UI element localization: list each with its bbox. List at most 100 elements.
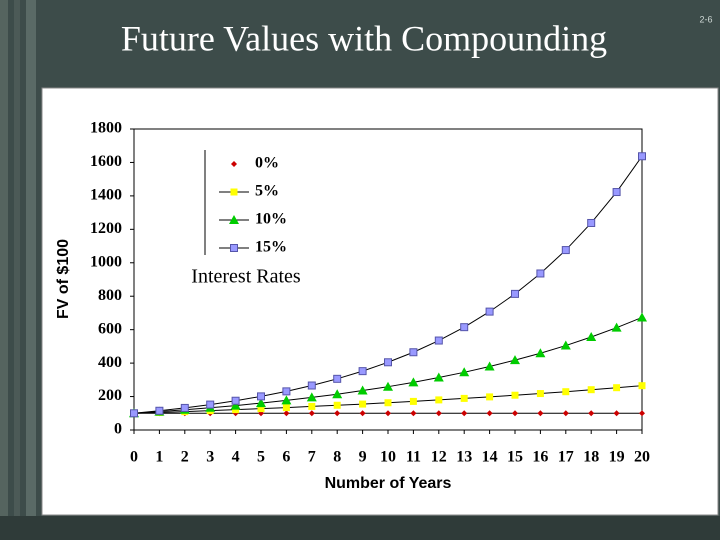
x-tick-label: 10: [380, 449, 396, 466]
marker: [537, 410, 544, 417]
marker: [433, 372, 444, 382]
x-tick-label: 16: [532, 449, 548, 466]
x-tick-label: 5: [257, 449, 265, 466]
marker: [231, 396, 240, 405]
marker: [612, 188, 621, 197]
x-tick-label: 18: [583, 449, 599, 466]
x-tick-label: 19: [609, 449, 625, 466]
y-tick-label: 1400: [90, 187, 122, 204]
marker: [130, 409, 138, 418]
legend-label: 5%: [255, 183, 279, 200]
y-tick-label: 400: [98, 354, 122, 371]
marker: [410, 410, 417, 417]
marker: [561, 246, 570, 255]
marker: [486, 410, 493, 417]
marker: [409, 348, 418, 357]
y-tick-label: 1200: [90, 220, 122, 237]
x-tick-label: 9: [359, 449, 367, 466]
y-tick-label: 600: [98, 320, 122, 337]
marker: [536, 390, 544, 398]
x-tick-label: 7: [308, 449, 316, 466]
chart-area: [41, 87, 719, 516]
marker: [588, 410, 595, 417]
marker: [281, 395, 292, 405]
x-tick-label: 20: [634, 449, 650, 466]
marker: [308, 402, 316, 410]
y-tick-label: 200: [98, 387, 122, 404]
marker: [206, 400, 215, 409]
x-tick-label: 15: [507, 449, 523, 466]
marker: [535, 348, 546, 358]
x-tick-label: 17: [558, 449, 574, 466]
marker: [637, 312, 647, 322]
y-tick-label: 1600: [90, 153, 122, 170]
y-axis-label: FV of $100: [55, 239, 72, 319]
marker: [587, 386, 595, 394]
marker: [384, 358, 392, 367]
marker: [359, 410, 366, 417]
marker: [536, 269, 545, 278]
marker: [485, 307, 494, 316]
marker: [257, 405, 265, 413]
marker: [613, 410, 620, 417]
x-tick-label: 13: [456, 449, 472, 466]
marker: [409, 397, 417, 405]
legend-label: 15%: [255, 239, 287, 256]
x-tick-label: 11: [406, 449, 421, 466]
marker: [613, 384, 621, 392]
legend-label: 10%: [255, 211, 287, 228]
x-tick-label: 12: [431, 449, 447, 466]
legend-marker: [229, 215, 239, 224]
marker: [333, 374, 342, 383]
marker: [461, 410, 468, 417]
marker: [435, 396, 443, 404]
y-tick-label: 800: [98, 287, 122, 304]
marker: [562, 388, 570, 396]
marker: [283, 410, 290, 417]
marker: [359, 400, 367, 408]
marker: [307, 381, 316, 390]
chart-title: Future Values with Compounding: [121, 18, 607, 58]
marker: [459, 367, 470, 377]
annotation: Interest Rates: [191, 266, 301, 288]
marker: [460, 394, 468, 402]
y-tick-label: 0: [114, 421, 122, 438]
legend-marker: [230, 188, 238, 196]
marker: [562, 410, 569, 417]
marker: [460, 323, 469, 332]
marker: [587, 218, 596, 227]
x-tick-label: 2: [181, 449, 189, 466]
marker: [282, 404, 290, 412]
x-tick-label: 6: [282, 449, 290, 466]
y-tick-label: 1800: [90, 120, 122, 137]
marker: [512, 410, 518, 417]
x-axis-label: Number of Years: [325, 475, 452, 492]
marker: [180, 403, 189, 412]
marker: [308, 410, 315, 417]
marker: [511, 289, 519, 298]
marker: [510, 355, 520, 365]
legend-marker: [231, 161, 237, 167]
marker: [384, 399, 392, 407]
left-stripes: [0, 0, 36, 540]
marker: [332, 389, 343, 399]
y-tick-label: 1000: [90, 253, 122, 270]
marker: [638, 382, 646, 390]
marker: [434, 336, 443, 345]
x-tick-label: 3: [206, 449, 214, 466]
marker: [511, 391, 519, 399]
marker: [155, 406, 164, 415]
marker: [484, 361, 495, 371]
marker: [385, 410, 391, 417]
marker: [639, 410, 645, 417]
marker: [333, 401, 341, 409]
x-tick-label: 0: [130, 449, 138, 466]
marker: [257, 392, 265, 401]
marker: [306, 392, 317, 402]
marker: [486, 393, 494, 401]
page-number: 2-6: [699, 14, 712, 24]
marker: [560, 340, 571, 350]
marker: [282, 387, 291, 396]
x-tick-label: 14: [482, 449, 498, 466]
